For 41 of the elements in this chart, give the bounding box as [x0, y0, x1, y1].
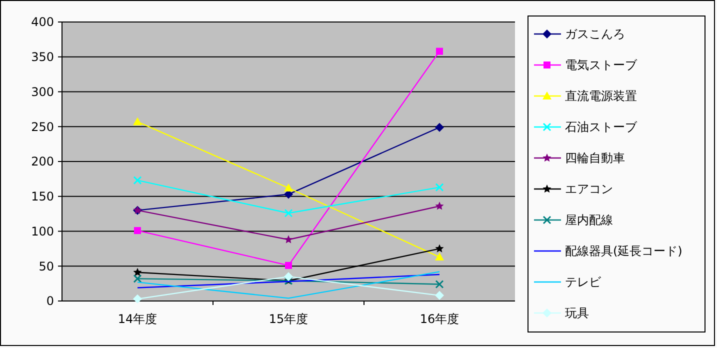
point — [134, 227, 141, 234]
point — [436, 48, 443, 55]
y-tick-label: 50 — [38, 259, 54, 274]
legend-label: 玩具 — [565, 306, 589, 320]
legend-label: 屋内配線 — [565, 213, 613, 228]
point — [284, 208, 293, 218]
legend-label: 電気ストーブ — [565, 58, 638, 72]
point — [284, 235, 293, 244]
point — [284, 272, 293, 282]
y-tick-label: 350 — [31, 50, 54, 64]
point — [435, 280, 444, 289]
point — [435, 202, 444, 210]
y-tick-label: 200 — [31, 154, 54, 169]
y-tick-label: 100 — [31, 224, 54, 238]
legend-label: 配線器具(延長コード) — [565, 244, 682, 258]
x-tick-label: 14年度 — [118, 312, 158, 326]
legend-label: テレビ — [565, 275, 602, 290]
point — [133, 274, 142, 283]
point — [133, 176, 142, 185]
point — [435, 183, 444, 192]
point — [285, 262, 292, 269]
point — [435, 122, 444, 132]
legend-label: 四輪自動車 — [565, 151, 625, 166]
point — [133, 117, 142, 126]
y-tick-label: 250 — [31, 120, 54, 134]
y-tick-label: 0 — [46, 294, 54, 308]
point — [133, 294, 142, 304]
point — [435, 244, 444, 252]
point — [133, 268, 142, 276]
legend-label: 直流電源装置 — [565, 89, 637, 104]
x-tick-label: 15年度 — [268, 312, 308, 326]
legend-label: 石油ストーブ — [565, 120, 638, 134]
x-tick-label: 16年度 — [420, 312, 460, 326]
point — [284, 184, 293, 192]
y-tick-label: 400 — [31, 15, 54, 30]
point — [435, 290, 444, 300]
y-tick-label: 150 — [31, 190, 54, 204]
legend-label: エアコン — [565, 182, 613, 196]
y-tick-label: 300 — [31, 84, 54, 99]
point — [435, 252, 444, 261]
legend-label: ガスこんろ — [565, 27, 625, 42]
